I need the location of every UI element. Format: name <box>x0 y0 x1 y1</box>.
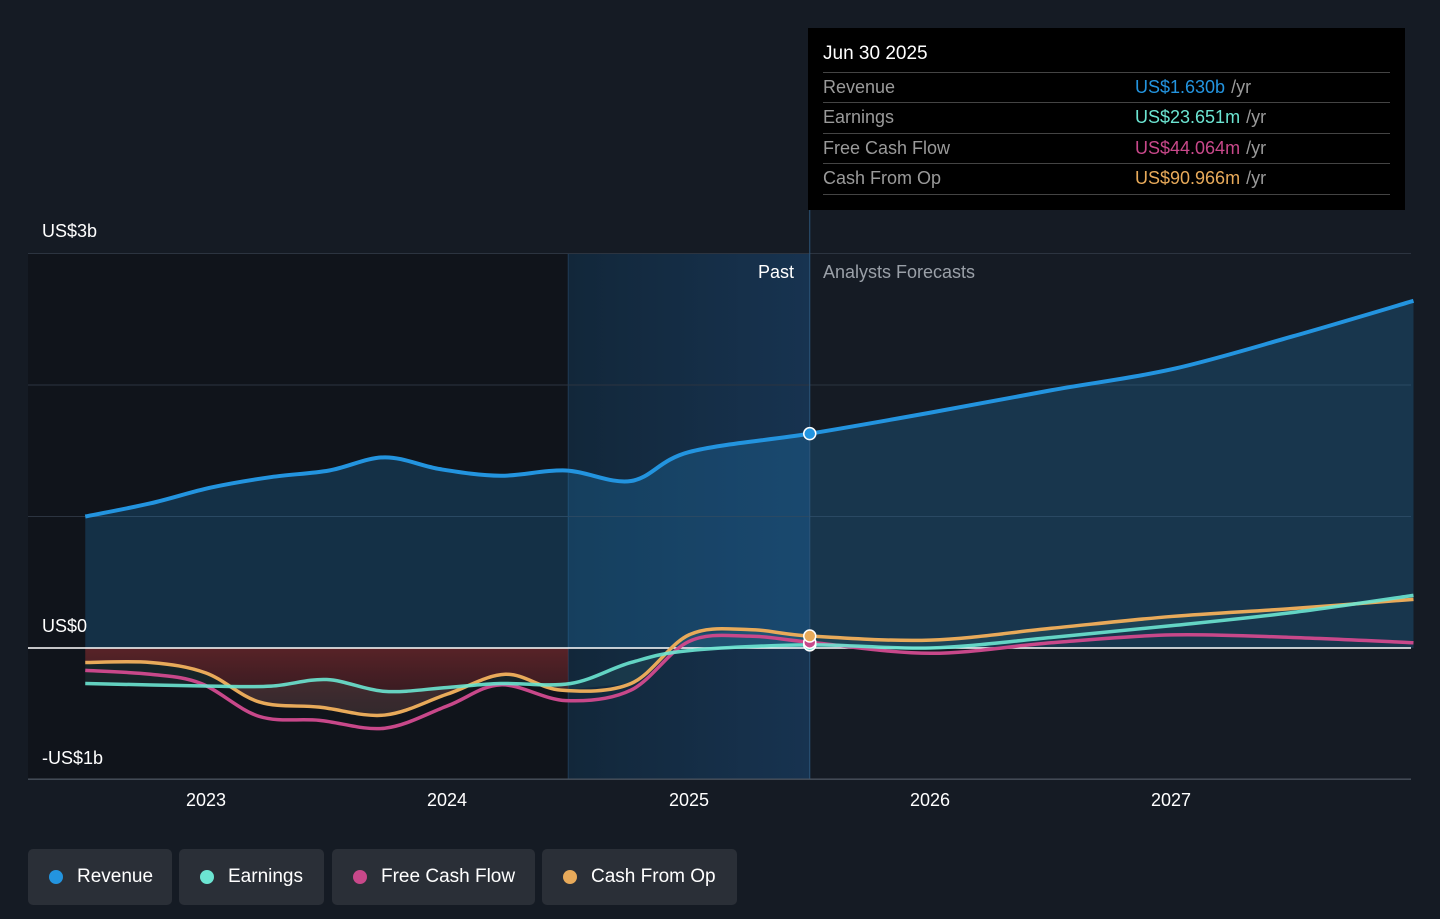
tooltip-unit: /yr <box>1246 138 1267 158</box>
revenue-dot-icon <box>49 870 63 884</box>
x-tick-label: 2025 <box>668 790 710 810</box>
negative-area <box>85 648 569 716</box>
tooltip-value: US$90.966m <box>1135 168 1241 188</box>
tooltip-label: Free Cash Flow <box>823 138 951 158</box>
series-line-cash-from-op <box>85 597 1414 718</box>
legend-cash-from-op[interactable]: Cash From Op <box>542 849 737 905</box>
legend-label: Earnings <box>228 866 303 887</box>
legend-label: Cash From Op <box>591 866 716 887</box>
earnings-dot-icon <box>200 870 214 884</box>
tooltip: Jun 30 2025 Revenue US$1.630b/yr Earnings… <box>808 28 1405 210</box>
y-tick-label: US$0 <box>42 616 88 636</box>
legend-earnings[interactable]: Earnings <box>179 849 324 905</box>
tooltip-value: US$23.651m <box>1135 107 1241 127</box>
legend-free-cash-flow[interactable]: Free Cash Flow <box>332 849 535 905</box>
tooltip-date: Jun 30 2025 <box>823 43 928 64</box>
tooltip-unit: /yr <box>1246 107 1267 127</box>
fcf-dot-icon <box>353 870 367 884</box>
x-tick-label: 2023 <box>185 790 227 810</box>
tooltip-divider <box>823 194 1390 195</box>
tooltip-unit: /yr <box>1246 168 1267 188</box>
tooltip-value: US$1.630b <box>1135 77 1226 97</box>
series-line-earnings <box>85 593 1414 694</box>
marker-cash-from-op <box>803 629 817 643</box>
tooltip-row-revenue: Revenue US$1.630b/yr <box>823 72 1390 103</box>
marker-revenue <box>803 426 817 441</box>
series-line-revenue <box>84 298 1415 519</box>
cfo-dot-icon <box>563 870 577 884</box>
y-tick-label: US$3b <box>42 221 98 241</box>
y-tick-label: -US$1b <box>42 748 104 768</box>
forecast-label: Analysts Forecasts <box>823 262 976 282</box>
tooltip-label: Revenue <box>823 77 896 97</box>
tooltip-row-cfo: Cash From Op US$90.966m/yr <box>823 163 1390 194</box>
legend-label: Free Cash Flow <box>381 866 516 887</box>
tooltip-label: Cash From Op <box>823 168 942 188</box>
tooltip-unit: /yr <box>1231 77 1252 97</box>
x-tick-label: 2024 <box>426 790 468 810</box>
tooltip-value: US$44.064m <box>1135 138 1241 158</box>
legend-revenue[interactable]: Revenue <box>28 849 172 905</box>
x-tick-label: 2026 <box>909 790 951 810</box>
series-line-free-cash-flow <box>85 632 1414 731</box>
x-tick-label: 2027 <box>1150 790 1192 810</box>
tooltip-row-fcf: Free Cash Flow US$44.064m/yr <box>823 133 1390 164</box>
past-label: Past <box>757 262 794 282</box>
revenue-area <box>85 300 1414 648</box>
tooltip-row-earnings: Earnings US$23.651m/yr <box>823 102 1390 133</box>
tooltip-label: Earnings <box>823 107 895 127</box>
legend-label: Revenue <box>77 866 154 887</box>
